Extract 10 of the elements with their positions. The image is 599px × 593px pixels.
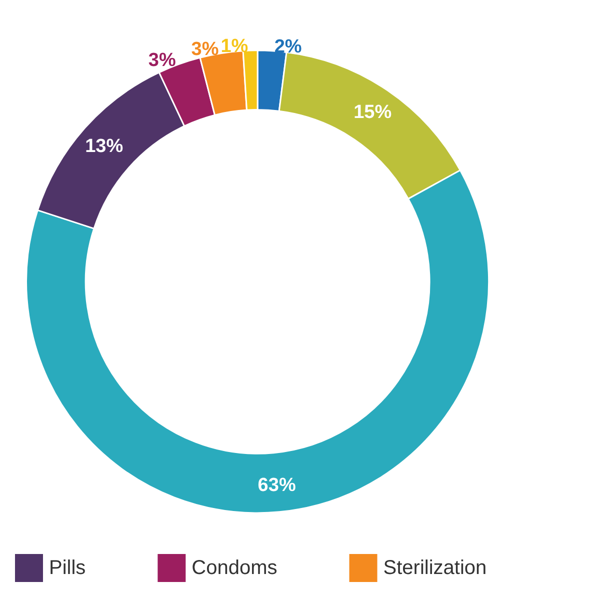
data-label: 3% (191, 38, 219, 60)
data-label: 3% (148, 50, 176, 71)
data-label: 15% (354, 102, 392, 123)
data-label: 2% (274, 36, 302, 58)
legend-label: Pills (49, 557, 86, 579)
data-label: 1% (220, 36, 248, 58)
data-label: 63% (258, 474, 296, 496)
legend-label: Condoms (192, 557, 278, 579)
legend-label: Sterilization (383, 557, 487, 579)
data-label: 13% (85, 136, 124, 157)
